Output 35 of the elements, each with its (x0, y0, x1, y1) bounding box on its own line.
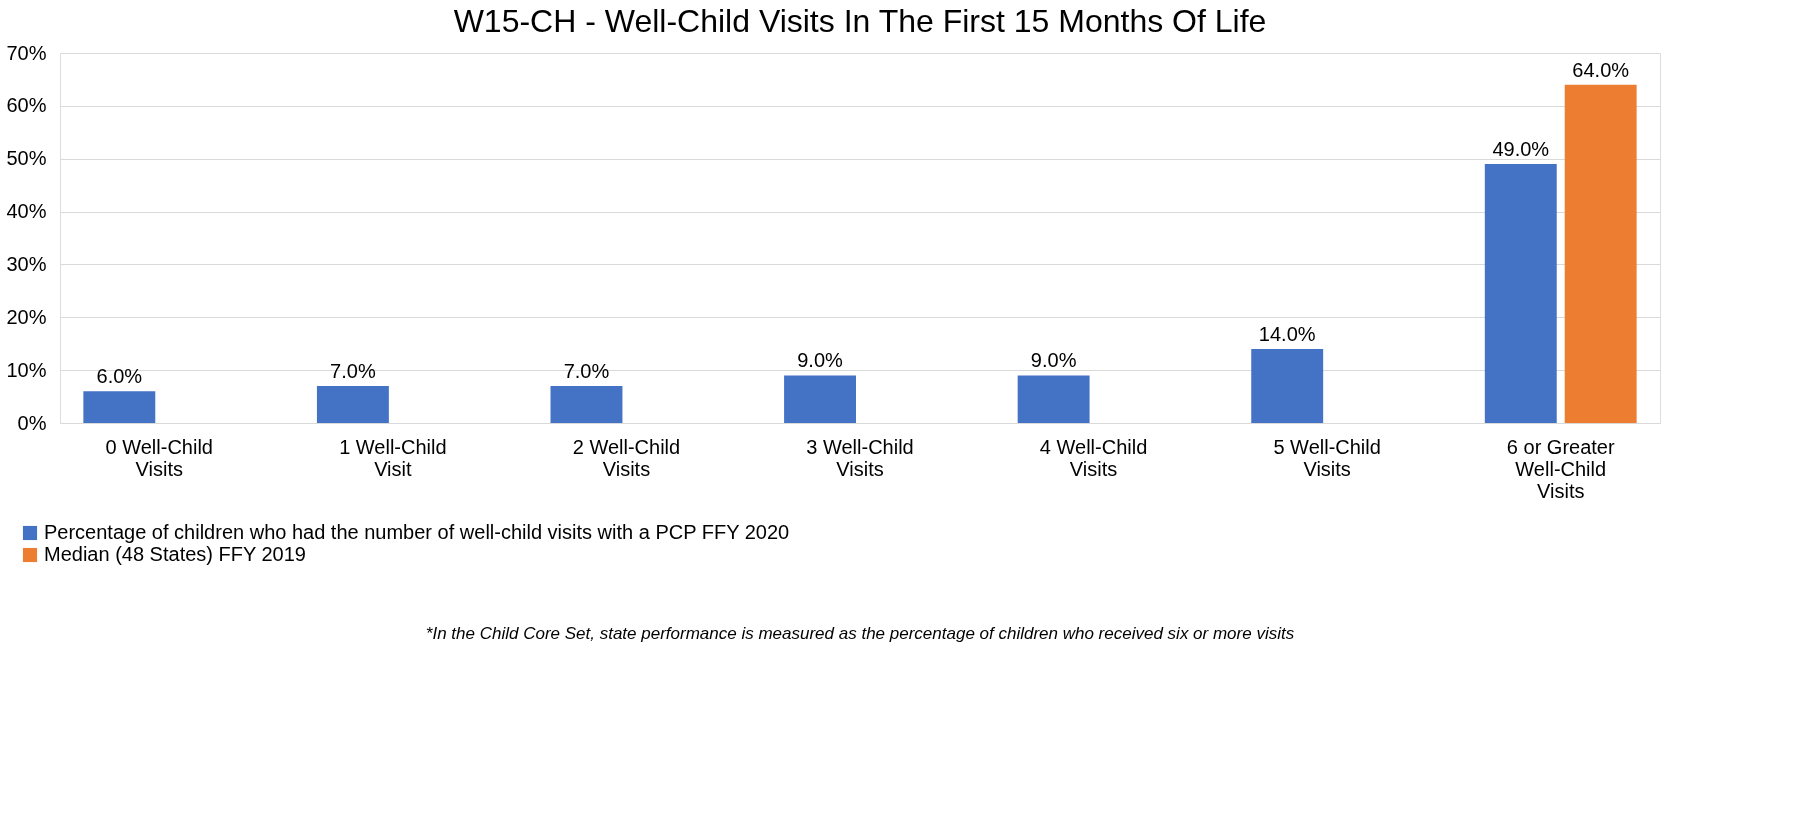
x-tick-label: 0 Well-Child Visits (105, 435, 213, 480)
y-tick-label: 50% (6, 147, 47, 170)
text: *In the Child Core Set, state performance is measured as the percentage of children who received six or more visits (425, 624, 1295, 643)
y-tick-label: 10% (6, 358, 47, 381)
bar (1484, 164, 1557, 423)
bar (1017, 375, 1090, 423)
x-tick-label: 1 Well-Child Visit (339, 435, 447, 480)
legend-label: Percentage of children who had the number of well-child visits with a PCP FFY 2020 (44, 521, 790, 543)
y-tick-label: 20% (6, 305, 47, 328)
data-label: 6.0% (96, 365, 143, 388)
x-tick-label: 2 Well-Child Visits (572, 435, 681, 480)
bar (1564, 84, 1637, 423)
x-tick-label: 5 Well-Child Visits (1273, 435, 1381, 480)
y-tick-label: 70% (6, 41, 47, 64)
chart-title: W15-CH - Well-Child Visits In The First 15 Months Of Life (453, 3, 1267, 39)
y-tick-label: 40% (6, 200, 47, 223)
x-tick-label: 3 Well-Child Visits (806, 435, 914, 480)
data-label: 64.0% (1572, 58, 1630, 81)
bar (550, 386, 623, 423)
data-label: 7.0% (330, 360, 376, 382)
x-tick-label: 4 Well-Child Visits (1039, 435, 1148, 480)
data-label: 7.0% (563, 360, 610, 382)
bar (316, 386, 389, 423)
y-tick-label: 60% (6, 94, 47, 117)
bar (83, 391, 156, 423)
data-label: 9.0% (797, 349, 844, 372)
y-tick-label: 0% (17, 411, 47, 434)
x-tick-label: 6 or Greater Well-Child Visits (1506, 435, 1615, 502)
data-label: 49.0% (1492, 138, 1550, 160)
bar (784, 375, 856, 423)
y-tick-label: 30% (6, 252, 47, 275)
legend-label: Median (48 States) FFY 2019 (44, 543, 306, 565)
bar (1251, 349, 1324, 423)
data-label: 9.0% (1030, 349, 1077, 372)
data-label: 14.0% (1258, 323, 1316, 345)
